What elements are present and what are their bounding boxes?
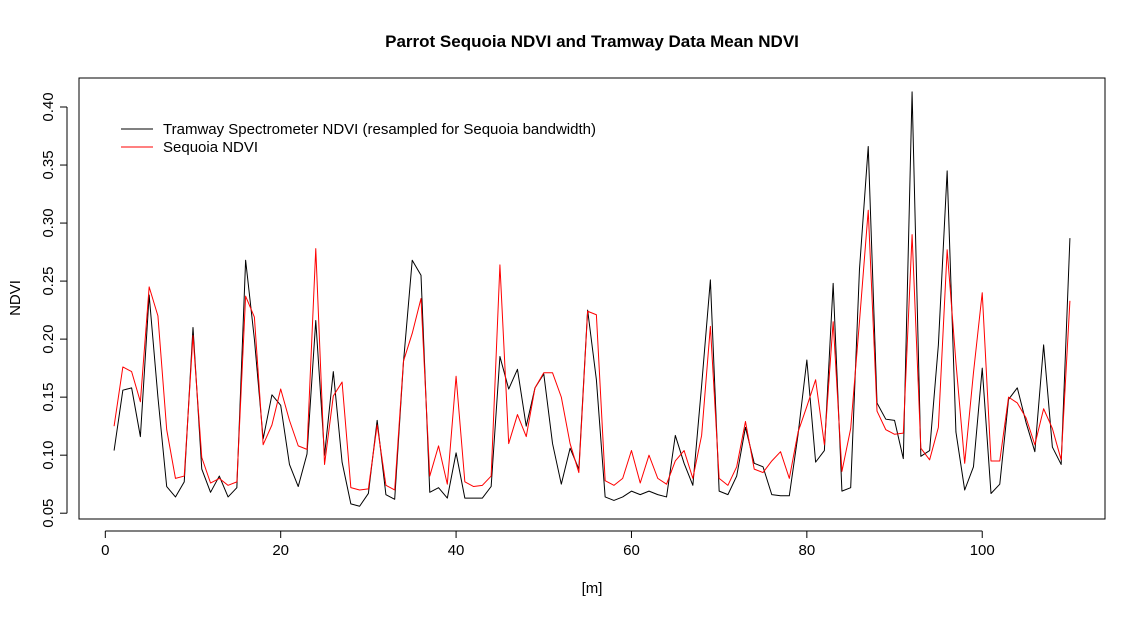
x-tick-label: 80 [799, 542, 816, 559]
series-line-tramway [113, 91, 1071, 507]
legend-label-sequoia: Sequoia NDVI [163, 139, 258, 156]
y-tick-label: 0.30 [40, 208, 57, 237]
x-tick-label: 40 [448, 542, 465, 559]
x-tick-label: 20 [272, 542, 289, 559]
x-tick-label: 0 [101, 542, 109, 559]
y-tick-label: 0.40 [40, 92, 57, 121]
legend-label-tramway: Tramway Spectrometer NDVI (resampled for… [163, 121, 596, 138]
y-tick-label: 0.15 [40, 383, 57, 412]
y-tick-label: 0.05 [40, 499, 57, 528]
x-axis: 0 20 40 60 80 100 [101, 530, 995, 559]
y-tick-label: 0.10 [40, 441, 57, 470]
x-tick-label: 100 [970, 542, 995, 559]
chart-title: Parrot Sequoia NDVI and Tramway Data Mea… [385, 32, 799, 51]
y-tick-label: 0.35 [40, 150, 57, 179]
series-line-sequoia [113, 209, 1071, 491]
y-axis-label: NDVI [7, 280, 24, 316]
series-lines [113, 91, 1071, 507]
legend: Tramway Spectrometer NDVI (resampled for… [121, 121, 596, 156]
x-tick-label: 60 [623, 542, 640, 559]
y-tick-label: 0.20 [40, 325, 57, 354]
plot-frame [78, 77, 1106, 520]
y-tick-label: 0.25 [40, 266, 57, 295]
y-axis: 0.05 0.10 0.15 0.20 0.25 0.30 0.35 0.40 [40, 92, 68, 528]
x-axis-label: [m] [582, 580, 603, 597]
